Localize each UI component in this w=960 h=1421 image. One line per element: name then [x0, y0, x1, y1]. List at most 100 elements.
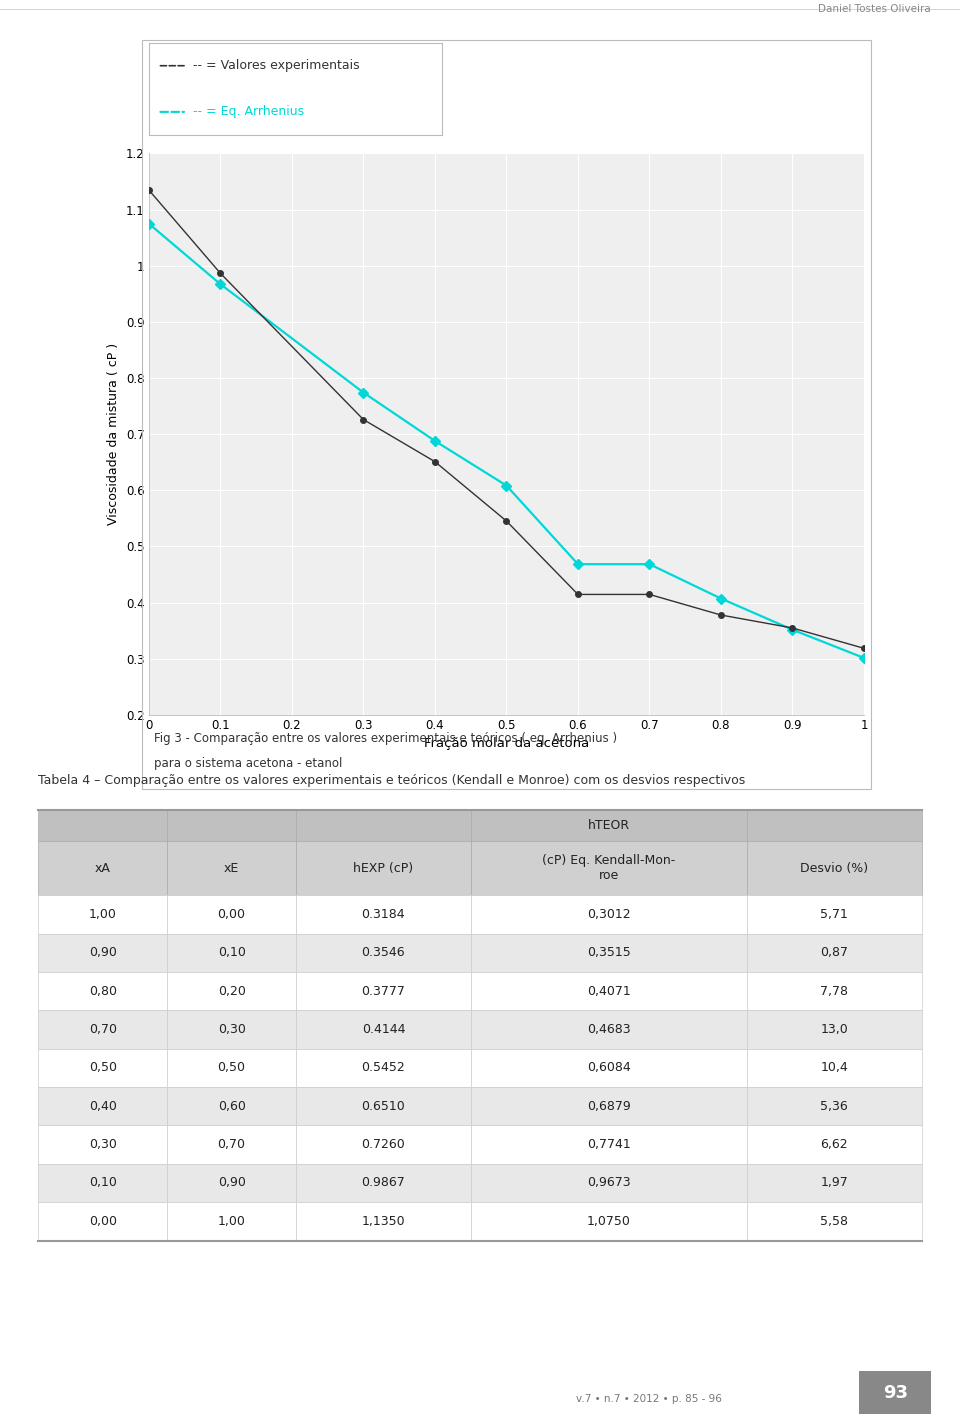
Text: 0,7741: 0,7741	[587, 1138, 631, 1151]
Bar	[296, 1049, 470, 1087]
Bar	[167, 1164, 296, 1202]
Text: hEXP (cP): hEXP (cP)	[353, 861, 414, 875]
Text: 0,50: 0,50	[89, 1061, 117, 1074]
Text: 0,80: 0,80	[89, 985, 117, 998]
Bar	[470, 972, 747, 1010]
Text: 0,20: 0,20	[218, 985, 246, 998]
Bar	[470, 1010, 747, 1049]
Bar	[38, 934, 167, 972]
Text: v.7 • n.7 • 2012 • p. 85 - 96: v.7 • n.7 • 2012 • p. 85 - 96	[576, 1394, 722, 1404]
Bar	[296, 1087, 470, 1125]
Text: 5,71: 5,71	[820, 908, 848, 921]
Bar	[167, 1010, 296, 1049]
Text: xA: xA	[95, 861, 110, 875]
Bar	[470, 841, 747, 895]
Text: 0.3546: 0.3546	[362, 946, 405, 959]
Bar	[747, 1049, 922, 1087]
Bar	[470, 810, 747, 841]
Text: 0.4144: 0.4144	[362, 1023, 405, 1036]
Bar	[38, 895, 167, 934]
Text: 1,00: 1,00	[89, 908, 117, 921]
Text: 0,30: 0,30	[89, 1138, 117, 1151]
Bar	[38, 1010, 167, 1049]
Bar	[296, 810, 470, 841]
Text: 0,30: 0,30	[218, 1023, 246, 1036]
Text: 0,60: 0,60	[218, 1100, 246, 1113]
Text: 0,4071: 0,4071	[587, 985, 631, 998]
Text: 0.5452: 0.5452	[362, 1061, 405, 1074]
Bar	[296, 972, 470, 1010]
Text: 0.3184: 0.3184	[362, 908, 405, 921]
Text: 1,1350: 1,1350	[362, 1215, 405, 1228]
Bar	[167, 972, 296, 1010]
Bar	[470, 1202, 747, 1241]
Text: 0.3777: 0.3777	[362, 985, 405, 998]
Bar	[38, 1164, 167, 1202]
Bar	[470, 1125, 747, 1164]
Bar	[747, 841, 922, 895]
Text: 0,70: 0,70	[89, 1023, 117, 1036]
Text: 0,00: 0,00	[89, 1215, 117, 1228]
Text: 5,36: 5,36	[821, 1100, 848, 1113]
Bar	[167, 934, 296, 972]
Text: 0,50: 0,50	[218, 1061, 246, 1074]
Text: 0,10: 0,10	[218, 946, 246, 959]
Bar	[296, 1125, 470, 1164]
Text: -- = Valores experimentais: -- = Valores experimentais	[193, 60, 359, 72]
Text: (cP) Eq. Kendall-Mon-
roe: (cP) Eq. Kendall-Mon- roe	[542, 854, 676, 882]
Bar	[167, 895, 296, 934]
Text: 0,6879: 0,6879	[587, 1100, 631, 1113]
Bar	[747, 810, 922, 841]
Text: -- = Eq. Arrhenius: -- = Eq. Arrhenius	[193, 105, 304, 118]
Bar	[38, 1087, 167, 1125]
Text: Desvio (%): Desvio (%)	[800, 861, 868, 875]
Bar	[38, 1125, 167, 1164]
X-axis label: Fração molar da acetona: Fração molar da acetona	[423, 737, 589, 750]
Bar	[38, 810, 167, 841]
Y-axis label: Viscosidade da mistura ( cP ): Viscosidade da mistura ( cP )	[108, 342, 120, 526]
Bar	[470, 934, 747, 972]
Bar	[38, 972, 167, 1010]
Bar	[167, 810, 296, 841]
Text: Tabela 4 – Comparação entre os valores experimentais e teóricos (Kendall e Monro: Tabela 4 – Comparação entre os valores e…	[38, 774, 746, 787]
Bar	[747, 1010, 922, 1049]
Text: 0,10: 0,10	[89, 1177, 117, 1189]
Bar	[167, 1087, 296, 1125]
Text: para o sistema acetona - etanol: para o sistema acetona - etanol	[154, 757, 342, 770]
Text: 10,4: 10,4	[821, 1061, 848, 1074]
Text: 0,00: 0,00	[218, 908, 246, 921]
Bar	[470, 1164, 747, 1202]
Bar	[167, 1202, 296, 1241]
Text: 1,00: 1,00	[218, 1215, 246, 1228]
Bar	[470, 895, 747, 934]
Bar	[296, 1202, 470, 1241]
Text: 93: 93	[882, 1384, 908, 1401]
Text: 0.6510: 0.6510	[362, 1100, 405, 1113]
Bar	[38, 1049, 167, 1087]
Text: 7,78: 7,78	[820, 985, 849, 998]
Text: 0,70: 0,70	[218, 1138, 246, 1151]
Bar	[296, 1164, 470, 1202]
Bar	[747, 895, 922, 934]
Text: 13,0: 13,0	[821, 1023, 848, 1036]
Bar	[470, 1087, 747, 1125]
Text: 0,90: 0,90	[89, 946, 117, 959]
Bar	[747, 934, 922, 972]
Text: 0,40: 0,40	[89, 1100, 117, 1113]
Bar	[38, 1202, 167, 1241]
Text: 1,0750: 1,0750	[587, 1215, 631, 1228]
Bar	[747, 1164, 922, 1202]
Text: 0,4683: 0,4683	[587, 1023, 631, 1036]
Text: xE: xE	[224, 861, 239, 875]
Bar	[747, 1087, 922, 1125]
Text: 1,97: 1,97	[821, 1177, 848, 1189]
Text: 0.7260: 0.7260	[362, 1138, 405, 1151]
Bar	[747, 1202, 922, 1241]
Bar	[296, 841, 470, 895]
Text: 0,90: 0,90	[218, 1177, 246, 1189]
Bar	[38, 841, 167, 895]
Bar	[167, 1125, 296, 1164]
Text: 0.9867: 0.9867	[362, 1177, 405, 1189]
Text: 0,3515: 0,3515	[587, 946, 631, 959]
Text: 5,58: 5,58	[820, 1215, 849, 1228]
